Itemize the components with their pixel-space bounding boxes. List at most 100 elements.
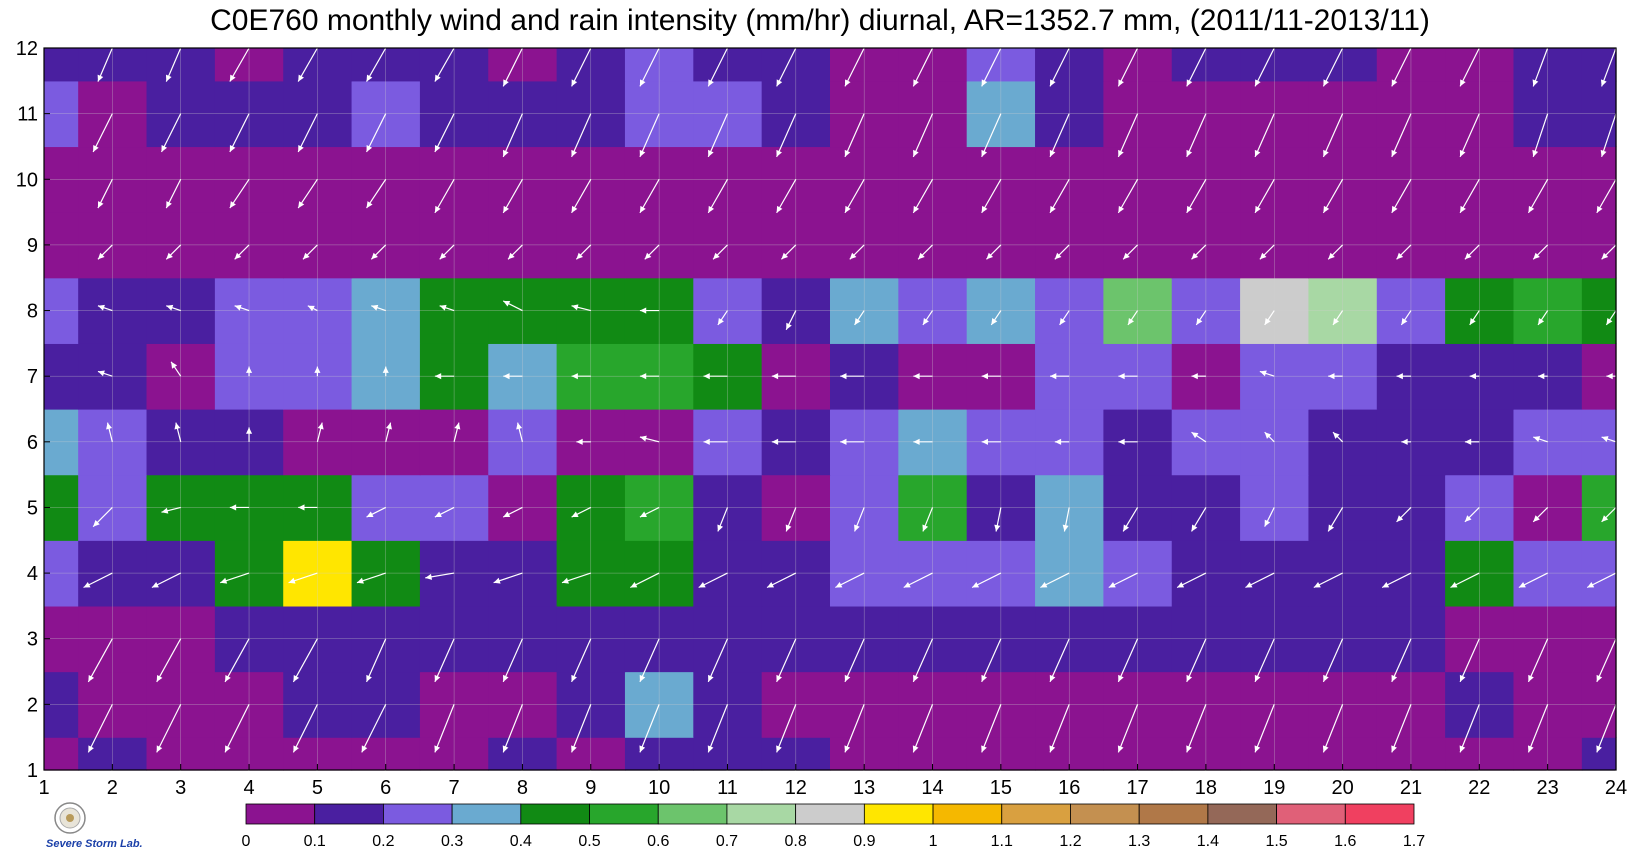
wind-arrow: [1117, 638, 1139, 683]
wind-arrow: [1322, 638, 1344, 683]
wind-arrow: [1322, 113, 1344, 158]
heatmap-cell: [898, 212, 968, 279]
heatmap-cell: [624, 277, 694, 344]
y-tick-label: 2: [27, 694, 38, 716]
colorbar-swatch: [1207, 803, 1277, 825]
wind-arrow: [224, 769, 250, 819]
colorbar-label: 1.2: [1059, 833, 1081, 850]
heatmap-cell: [1171, 343, 1241, 410]
wind-arrow: [1254, 113, 1275, 158]
heatmap-cell: [1308, 212, 1378, 279]
heatmap-cell: [1171, 212, 1241, 279]
colorbar-label: 0.8: [785, 833, 807, 850]
wind-arrow: [776, 47, 797, 87]
heatmap-cell: [966, 212, 1036, 279]
heatmap-cell: [1035, 48, 1104, 82]
heatmap-cell: [1103, 212, 1173, 279]
heatmap-cell: [1171, 409, 1241, 476]
wind-arrow: [1186, 704, 1207, 753]
heatmap-cell: [214, 343, 284, 410]
wind-arrow: [1322, 704, 1344, 753]
wind-arrow: [639, 373, 660, 380]
heatmap-cell: [1376, 343, 1446, 410]
x-tick-label: 2: [107, 777, 118, 799]
x-tick-label: 10: [648, 777, 670, 799]
wind-arrow: [971, 572, 1002, 589]
wind-arrow: [639, 638, 660, 683]
heatmap-cell: [1581, 277, 1617, 344]
colorbar-swatch: [657, 803, 728, 825]
wind-arrow: [14, 572, 45, 589]
wind-arrow: [37, 422, 45, 442]
wind-arrow: [314, 366, 321, 377]
heatmap-cell: [1035, 343, 1104, 410]
wind-arrow: [1049, 47, 1070, 87]
wind-arrow: [1537, 310, 1549, 326]
heatmap-cell: [624, 48, 694, 82]
heatmap-cell: [214, 409, 284, 476]
wind-arrow: [844, 638, 865, 683]
heatmap-cell: [419, 212, 489, 279]
heatmap-cell: [283, 343, 353, 410]
wind-arrow: [1254, 638, 1275, 683]
colorbar-label: 1.7: [1403, 833, 1425, 850]
heatmap-cell: [1103, 48, 1173, 82]
heatmap-cell: [351, 409, 421, 476]
wind-arrow: [34, 305, 45, 312]
heatmap-cell: [556, 212, 626, 279]
wind-arrow: [771, 438, 796, 445]
wind-arrow: [571, 373, 591, 380]
wind-arrow: [1532, 507, 1549, 523]
wind-arrow: [29, 370, 45, 377]
wind-arrow: [245, 427, 253, 442]
wind-arrow: [229, 113, 250, 153]
wind-arrow: [24, 507, 45, 528]
wind-arrow: [571, 506, 592, 518]
x-tick-label: 5: [312, 777, 323, 799]
wind-arrow: [1254, 47, 1275, 87]
heatmap-cell: [146, 409, 216, 476]
wind-arrow: [712, 244, 728, 260]
x-tick-label: 13: [853, 777, 875, 799]
heatmap-cell: [1581, 474, 1617, 541]
wind-arrow: [912, 178, 934, 214]
wind-arrow: [776, 178, 797, 214]
wind-arrow: [1117, 704, 1139, 753]
heatmap-cell: [78, 409, 148, 476]
wind-arrow: [1532, 47, 1549, 87]
wind-arrow: [229, 178, 250, 209]
heatmap-cell: [1376, 409, 1446, 476]
wind-arrow: [639, 307, 660, 314]
y-tick-label: 10: [16, 169, 38, 191]
lab-logo-icon: [54, 802, 86, 834]
wind-arrow: [1191, 431, 1207, 443]
wind-arrow: [307, 305, 318, 312]
x-tick-label: 8: [517, 777, 528, 799]
wind-arrow: [844, 178, 865, 214]
wind-arrow: [1527, 704, 1549, 753]
heatmap-cell: [830, 48, 899, 82]
heatmap-cell: [419, 277, 489, 344]
y-tick-label: 9: [27, 235, 38, 257]
wind-arrow: [507, 244, 523, 260]
wind-arrow: [1601, 507, 1617, 523]
wind-arrow: [781, 244, 797, 260]
wind-arrow: [981, 638, 1002, 683]
wind-arrow: [366, 506, 387, 518]
heatmap-cell: [214, 48, 284, 82]
colorbar-swatch: [1276, 803, 1346, 825]
wind-arrow: [165, 179, 182, 209]
wind-arrow: [292, 704, 318, 753]
wind-arrow: [1322, 178, 1344, 214]
wind-arrow: [849, 244, 865, 260]
colorbar-swatch: [314, 803, 384, 825]
wind-arrow: [1313, 572, 1343, 589]
wind-arrow: [161, 506, 181, 514]
x-tick-label: 14: [921, 777, 943, 799]
wind-arrow: [571, 704, 592, 753]
heatmap-cells: [44, 48, 1617, 771]
heatmap-cell: [214, 540, 284, 607]
colorbar-swatch: [589, 803, 659, 825]
heatmap-cell: [556, 343, 626, 410]
heatmap-cell: [966, 343, 1036, 410]
